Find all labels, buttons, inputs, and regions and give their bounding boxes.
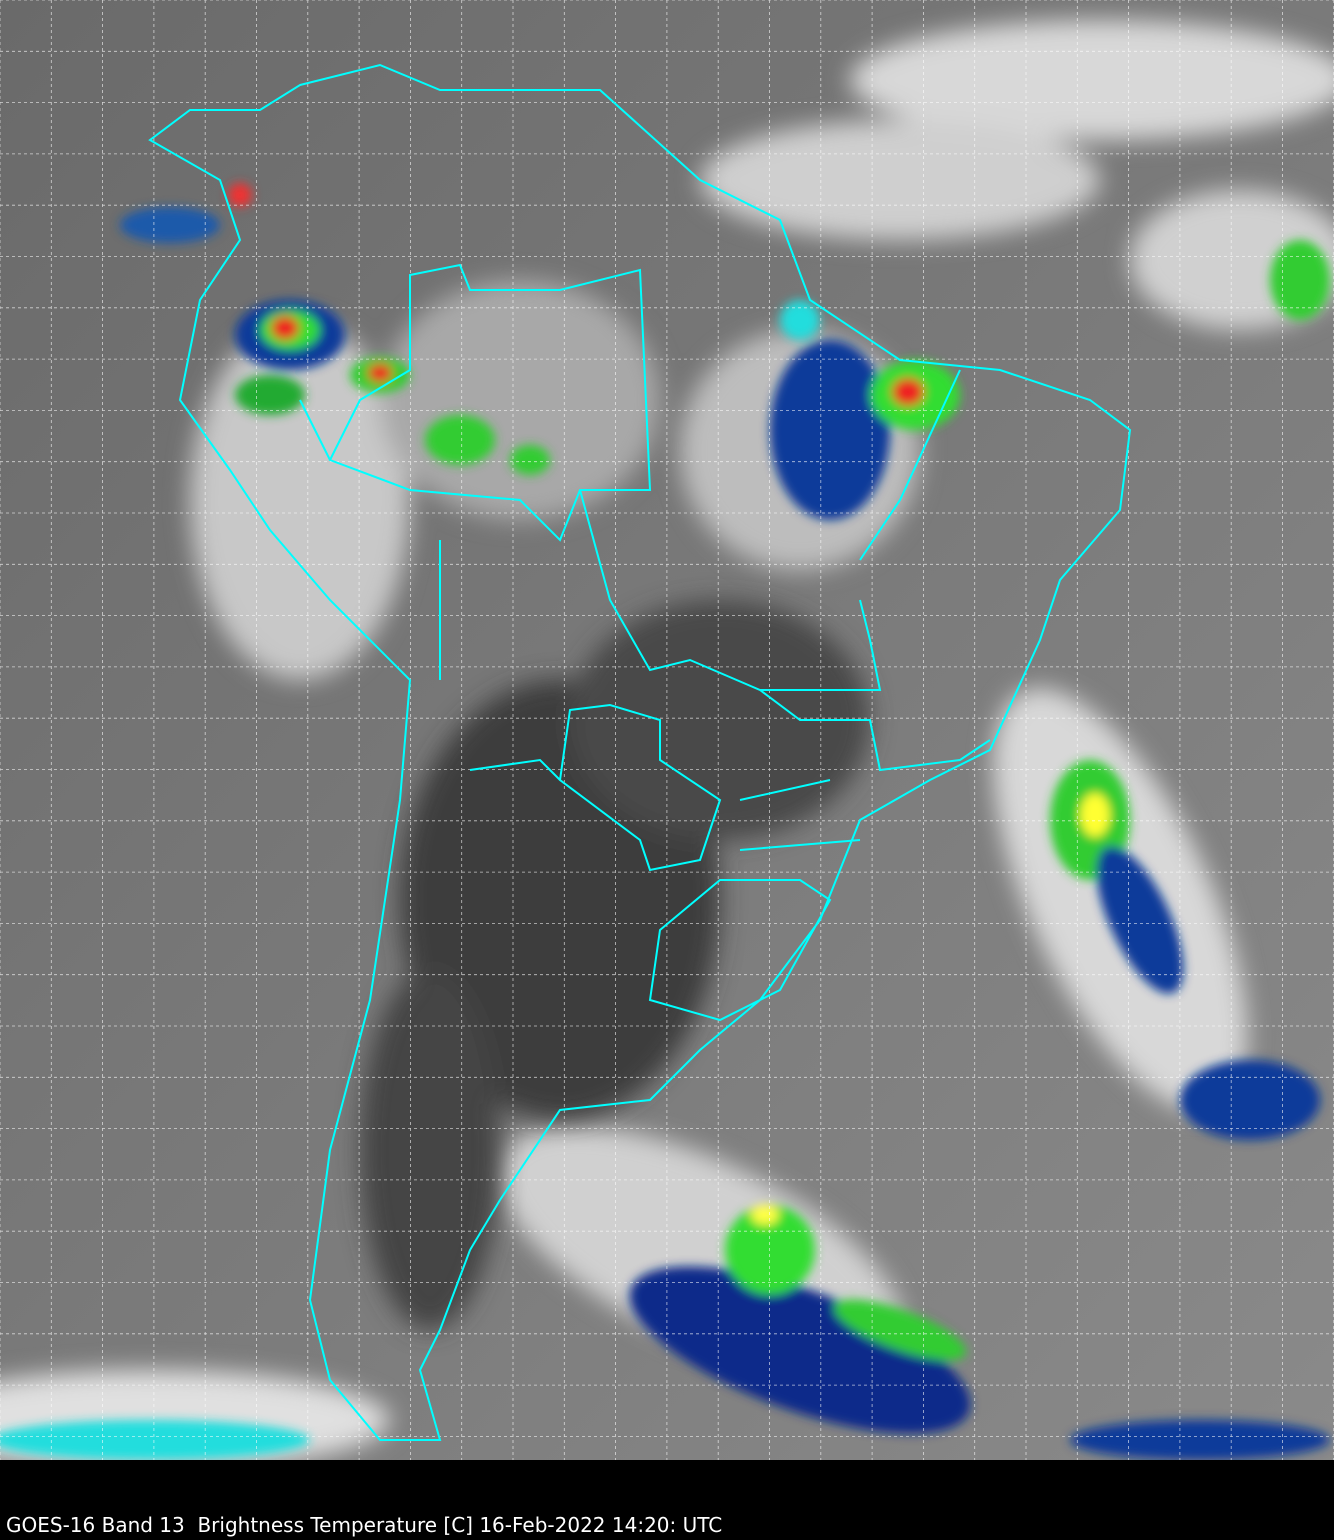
image-caption: GOES-16 Band 13 Brightness Temperature [… [6,1513,723,1537]
continent-borders [148,63,1132,1441]
storm-cells [0,183,1330,1460]
lat-lon-grid [0,0,1334,1460]
satellite-map [0,0,1334,1460]
